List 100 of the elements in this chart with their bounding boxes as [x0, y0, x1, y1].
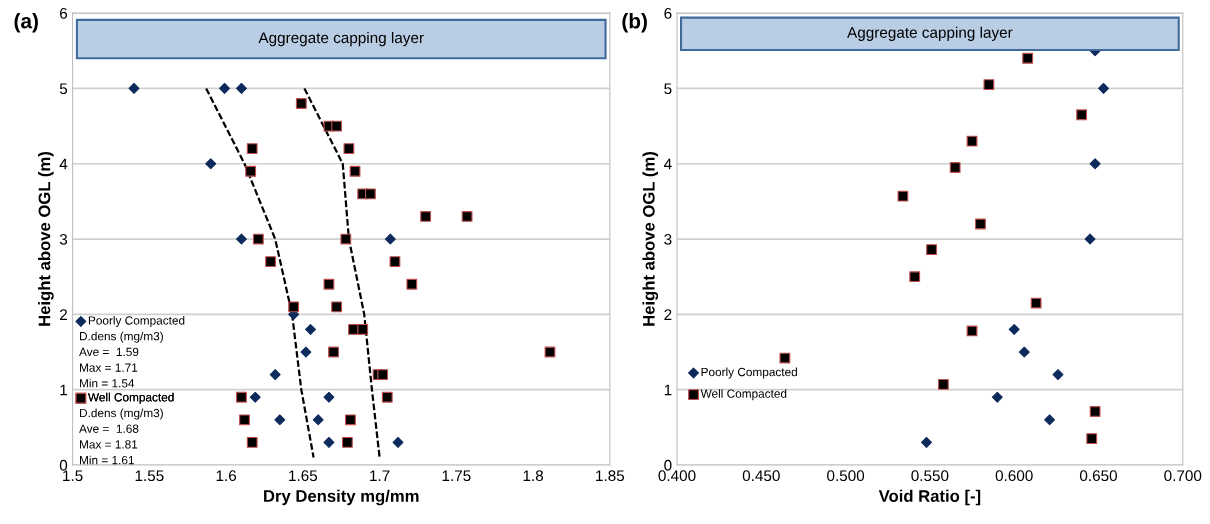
x-tick-label: 0.600	[995, 470, 1033, 482]
x-axis-title: Void Ratio [-]	[878, 489, 981, 506]
point	[384, 233, 396, 245]
point	[265, 256, 277, 268]
point	[991, 391, 1003, 403]
point	[236, 391, 247, 403]
point	[779, 352, 791, 364]
point	[274, 414, 286, 426]
y-tick-label: 1	[60, 384, 67, 396]
point	[323, 436, 335, 448]
point	[331, 301, 343, 313]
x-tick-label: 1.65	[289, 470, 318, 482]
point	[245, 165, 257, 177]
point	[252, 233, 264, 245]
point	[357, 324, 369, 335]
y-tick-label: 6	[664, 7, 672, 19]
y-tick-label: 4	[59, 158, 68, 170]
point	[381, 391, 393, 403]
y-tick-label: 2	[664, 309, 672, 320]
point	[295, 98, 307, 109]
legend-label: Poorly Compacted	[88, 315, 185, 327]
x-tick-label: 0.450	[742, 470, 780, 482]
chart-title: (b)	[622, 13, 647, 33]
point	[345, 414, 356, 426]
point	[461, 211, 473, 222]
point	[269, 369, 281, 381]
point	[300, 346, 312, 358]
point	[909, 271, 921, 283]
x-tick-label: 1.75	[442, 470, 471, 482]
point	[1084, 233, 1096, 245]
point	[392, 436, 404, 448]
point	[949, 162, 961, 173]
annotation: D.dens (mg/m3) Ave = 1.68 Max = 1.81 Min = 1.61	[79, 408, 163, 465]
band-label: Aggregate capping layer	[847, 26, 1013, 41]
y-tick-label: 1	[664, 384, 672, 396]
chart-title: (a)	[14, 13, 38, 33]
point	[331, 120, 343, 132]
y-axis-title: Height above OGL (m)	[38, 152, 54, 326]
x-tick-label: 1.8	[523, 470, 544, 482]
x-axis-title: Dry Density mg/mm	[264, 489, 419, 506]
point	[328, 346, 339, 358]
y-axis-title: Height above OGL (m)	[642, 152, 659, 326]
point	[349, 165, 361, 177]
point	[1008, 323, 1020, 335]
y-tick-label: 2	[60, 309, 67, 320]
point	[305, 323, 316, 335]
point	[1052, 369, 1064, 381]
legend-label: Well Compacted	[88, 392, 174, 404]
point	[1076, 109, 1088, 121]
legend-label: Poorly Compacted	[701, 367, 797, 379]
x-tick-label: 1.5	[63, 470, 83, 482]
point	[341, 436, 353, 448]
point	[364, 188, 376, 200]
point	[288, 301, 300, 313]
point	[966, 135, 978, 147]
y-tick-label: 4	[663, 158, 672, 170]
point	[340, 233, 352, 245]
y-tick-label: 0	[59, 459, 68, 471]
point	[249, 391, 261, 403]
point	[1044, 414, 1056, 426]
x-tick-label: 1.85	[596, 470, 625, 482]
x-tick-label: 0.650	[1079, 470, 1117, 482]
point	[1030, 297, 1042, 309]
point	[1018, 346, 1030, 358]
point	[926, 244, 937, 256]
point	[205, 158, 217, 170]
point	[389, 256, 401, 268]
point	[246, 143, 258, 155]
point	[1086, 433, 1098, 445]
point	[1098, 82, 1110, 94]
legend-label: Well Compacted	[700, 389, 787, 401]
x-tick-label: 0.500	[827, 470, 865, 482]
point	[246, 436, 258, 448]
point	[235, 82, 247, 94]
point	[323, 278, 335, 290]
point	[975, 218, 986, 230]
point	[235, 233, 247, 245]
point	[343, 143, 355, 155]
y-tick-label: 5	[59, 83, 68, 95]
point	[897, 190, 909, 202]
x-tick-label: 1.55	[135, 470, 164, 482]
point	[312, 414, 324, 426]
point	[420, 211, 432, 222]
point	[239, 414, 250, 426]
y-tick-label: 5	[664, 83, 672, 95]
y-tick-label: 0	[664, 459, 672, 471]
point	[128, 82, 140, 94]
point	[1089, 406, 1101, 417]
point	[1022, 52, 1034, 64]
point	[323, 391, 335, 403]
point	[1089, 158, 1101, 170]
x-tick-label: 1.6	[216, 470, 237, 482]
point	[983, 79, 995, 91]
x-tick-label: 0.550	[911, 470, 949, 482]
y-tick-label: 3	[59, 233, 68, 245]
point	[219, 82, 231, 94]
point	[921, 436, 932, 448]
point	[937, 378, 949, 390]
point	[377, 369, 389, 381]
line-series	[205, 87, 315, 459]
